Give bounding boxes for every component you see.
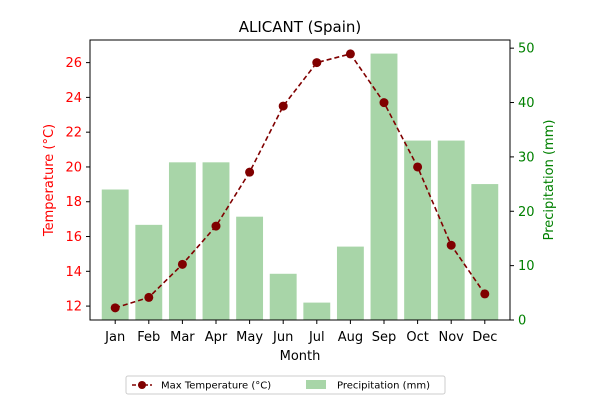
x-tick-label: Jun — [272, 330, 293, 345]
x-tick-label: May — [236, 330, 263, 345]
y-left-tick-label: 16 — [65, 230, 82, 245]
y-right-tick-label: 30 — [518, 150, 535, 165]
legend: Max Temperature (°C) Precipitation (mm) — [125, 375, 446, 395]
temperature-point — [211, 221, 221, 231]
temperature-point — [379, 98, 389, 108]
y-left-tick-label: 22 — [65, 126, 82, 141]
y-right-tick-label: 20 — [518, 205, 535, 220]
x-tick-label: Aug — [338, 330, 363, 345]
y-right-tick-label: 10 — [518, 259, 535, 274]
legend-line-marker — [138, 381, 146, 389]
precipitation-bar — [202, 162, 230, 320]
x-tick-label: Dec — [472, 330, 497, 345]
legend-label-precipitation: Precipitation (mm) — [337, 381, 430, 392]
y-left-tick-label: 12 — [65, 300, 82, 315]
temperature-line — [110, 49, 490, 313]
precipitation-bar — [269, 273, 297, 320]
chart-title: ALICANT (Spain) — [239, 18, 362, 36]
y-left-tick-label: 24 — [65, 91, 82, 106]
precipitation-bar — [236, 216, 264, 320]
legend-bar-swatch — [306, 380, 326, 389]
precipitation-bar — [370, 53, 398, 321]
y-left-tick-label: 18 — [65, 195, 82, 210]
x-tick-label: Jul — [308, 330, 325, 345]
temperature-point — [446, 240, 456, 250]
y-axis-right: 0 10 20 30 40 50 — [510, 42, 535, 329]
y-left-tick-label: 26 — [65, 56, 82, 71]
y-axis-left-title: Temperature (°C) — [42, 124, 57, 237]
temperature-point — [110, 303, 120, 313]
precipitation-bar — [135, 224, 163, 320]
y-axis-right-title: Precipitation (mm) — [542, 120, 557, 241]
x-tick-label: Feb — [137, 330, 160, 345]
precipitation-bar — [101, 189, 129, 320]
x-axis: Jan Feb Mar Apr May Jun Jul Aug Sep Oct Nov Dec — [104, 320, 497, 345]
y-right-tick-label: 0 — [518, 314, 526, 329]
x-tick-label: Nov — [439, 330, 465, 345]
precipitation-bar — [303, 302, 331, 320]
x-tick-label: Jan — [104, 330, 125, 345]
temperature-point — [177, 259, 187, 269]
x-tick-label: Apr — [205, 330, 228, 345]
temperature-point — [480, 289, 490, 299]
temperature-point — [278, 101, 288, 111]
legend-label-temperature: Max Temperature (°C) — [161, 381, 271, 392]
x-tick-label: Oct — [406, 330, 428, 345]
precipitation-bar — [471, 184, 499, 320]
y-right-tick-label: 50 — [518, 42, 535, 57]
precipitation-bars — [101, 53, 499, 321]
x-tick-label: Sep — [372, 330, 397, 345]
precipitation-bar — [336, 246, 364, 320]
precipitation-bar — [168, 162, 196, 320]
precipitation-bar — [437, 140, 465, 320]
y-axis-left: 12 14 16 18 20 22 24 26 — [65, 56, 90, 315]
temperature-point — [144, 292, 154, 302]
y-right-tick-label: 40 — [518, 96, 535, 111]
y-left-tick-label: 14 — [65, 265, 82, 280]
x-axis-title: Month — [280, 349, 321, 364]
temperature-point — [312, 58, 322, 68]
temperature-point — [245, 167, 255, 177]
legend-box — [125, 375, 446, 395]
plot-frame — [89, 39, 511, 321]
temperature-point — [345, 49, 355, 59]
temperature-point — [413, 162, 423, 172]
temperature-series-line — [114, 52, 486, 309]
y-left-tick-label: 20 — [65, 160, 82, 175]
x-tick-label: Mar — [170, 330, 195, 345]
